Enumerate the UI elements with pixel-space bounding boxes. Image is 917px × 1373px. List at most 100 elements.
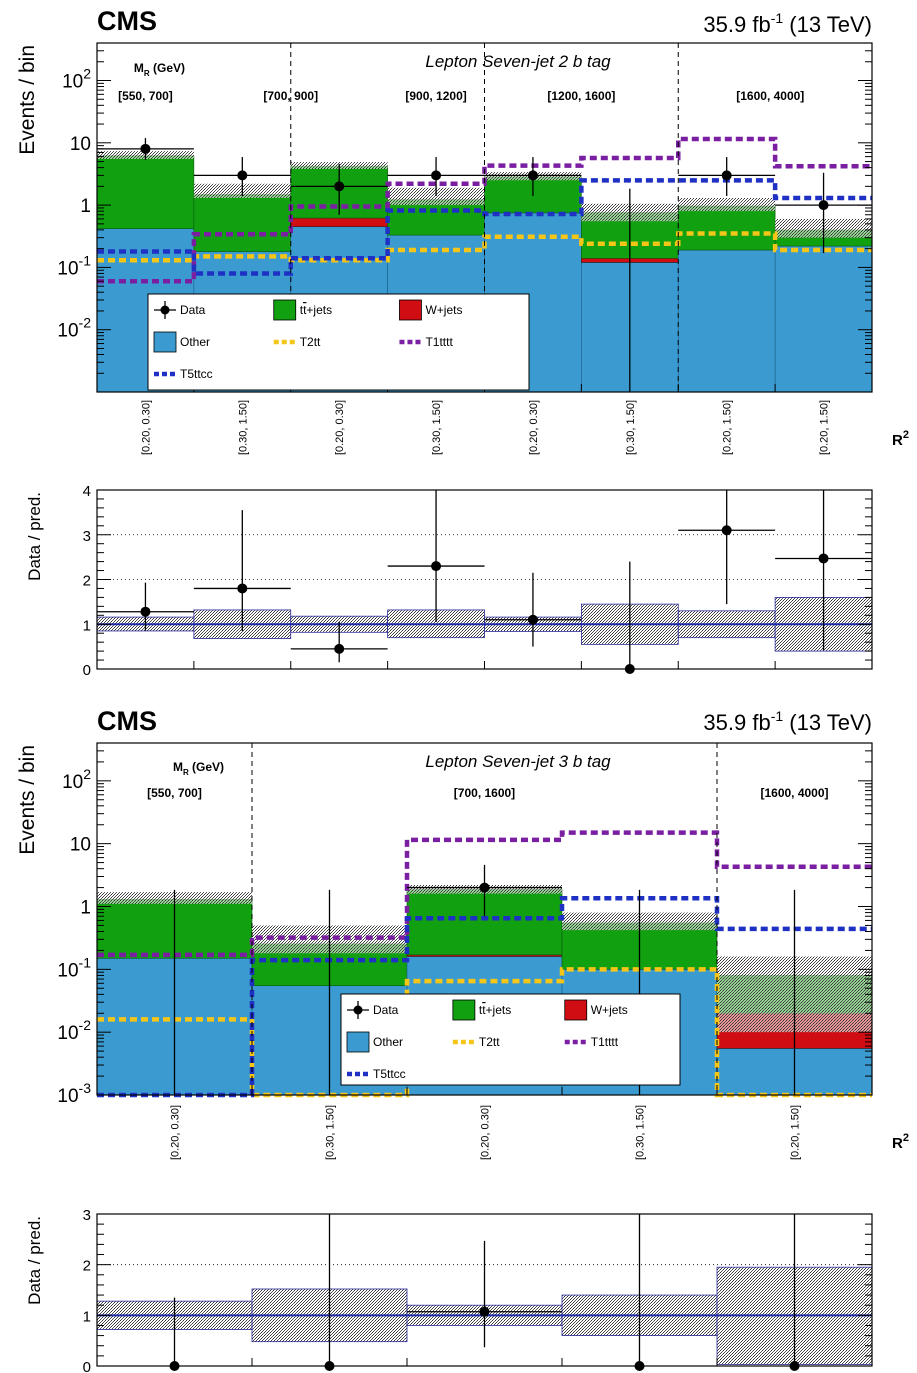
ratio-frame	[96, 489, 873, 670]
ratio-frame	[96, 1213, 873, 1367]
y-tick-label: 10-1	[57, 252, 91, 279]
x-category-label: [0.30, 1.50]	[325, 1105, 337, 1160]
legend-ttbar-swatch	[452, 999, 476, 1021]
bar-ttbar	[677, 205, 776, 251]
legend-label-wjets: W+jets	[425, 303, 462, 317]
plot-frame	[96, 42, 873, 393]
legend-other-swatch	[346, 1031, 370, 1053]
y-tick-label: 10-2	[57, 315, 91, 342]
uncertainty-band	[387, 187, 485, 206]
x-category-label: [0.30, 1.50]	[431, 400, 443, 455]
y-tick-label: 10	[70, 134, 91, 155]
legend-other-swatch	[153, 331, 177, 353]
y-tick-label: 10-3	[57, 1080, 91, 1107]
data-point	[479, 882, 490, 893]
legend-label-ttbar: tt+jets	[479, 1003, 511, 1017]
ratio-y-tick-label: 3	[83, 528, 91, 545]
uncertainty-band	[678, 198, 776, 212]
t1tttt-line	[97, 136, 872, 284]
chart-panel-2: CMS 35.9 fb-1 (13 TeV) 10-3 10-2 10-1 1 10 102 […	[16, 706, 909, 1373]
legend-label-other: Other	[180, 335, 210, 349]
x-category-label: [0.20, 1.50]	[722, 400, 734, 455]
legend-wjets-swatch	[564, 999, 588, 1021]
y-tick-label: 102	[62, 66, 91, 93]
data-point	[818, 200, 829, 211]
y-axis-label: Events / bin	[16, 745, 39, 855]
y-tick-label: 10-1	[57, 954, 91, 981]
y-tick-label: 1	[80, 897, 91, 918]
chart-panel-1: CMS 35.9 fb-1 (13 TeV)10-210-1110102[0.20…	[16, 6, 909, 679]
y-tick-label: 10	[70, 835, 91, 856]
mr-range-label: [550, 700]	[147, 786, 202, 800]
legend-label-t5ttcc: T5ttcc	[373, 1067, 406, 1081]
ratio-panel: 0 1 2 3 Data / pred.	[25, 1207, 873, 1373]
data-point	[140, 143, 151, 154]
x-category-label: [0.20, 1.50]	[819, 400, 831, 455]
legend-data-marker	[353, 1005, 363, 1015]
y-axis-label: Events / bin	[16, 45, 39, 155]
data-point	[334, 181, 345, 192]
legend-ttbar-swatch	[273, 299, 297, 321]
x-axis-label: R2	[892, 1132, 909, 1152]
t5ttcc-line	[97, 896, 872, 1098]
ratio-y-tick-label: 0	[83, 662, 91, 679]
bar-ttbar	[193, 194, 292, 252]
legend-label-t1tttt: T1tttt	[425, 335, 453, 349]
legend-data-marker	[160, 305, 170, 315]
y-tick-label: 1	[80, 196, 91, 217]
ratio-y-axis-label: Data / pred.	[25, 1216, 44, 1305]
y-tick-label: 102	[62, 766, 91, 793]
bar-other	[677, 249, 776, 393]
mr-range-label: [700, 1600]	[454, 786, 515, 800]
experiment-label: CMS	[97, 6, 157, 36]
t1tttt-line	[97, 830, 872, 958]
data-point	[721, 170, 732, 181]
luminosity-label: 35.9 fb-1 (13 TeV)	[703, 708, 872, 735]
x-category-label: [0.20, 0.30]	[528, 400, 540, 455]
x-category-label: [0.20, 0.30]	[170, 1105, 182, 1160]
legend-box	[340, 993, 681, 1086]
mr-axis-label: MR (GeV)	[173, 760, 224, 777]
chart-title: Lepton Seven-jet 2 b tag	[425, 52, 611, 71]
x-category-label: [0.30, 1.50]	[237, 400, 249, 455]
ratio-y-axis-label: Data / pred.	[25, 492, 44, 581]
x-category-label: [0.30, 1.50]	[635, 1105, 647, 1160]
legend-label-wjets: W+jets	[591, 1003, 628, 1017]
ratio-panel: 0 1 2 3 4 Data / pred.	[25, 483, 873, 679]
legend-label-t1tttt: T1tttt	[591, 1035, 619, 1049]
ratio-y-tick-label: 1	[83, 617, 91, 634]
data-point	[237, 170, 248, 181]
legend-wjets-swatch	[399, 299, 422, 321]
ratio-point	[334, 643, 345, 654]
bar-other	[774, 245, 873, 393]
legend-label-t5ttcc: T5ttcc	[180, 367, 213, 381]
experiment-label: CMS	[97, 706, 157, 736]
luminosity-label: 35.9 fb-1 (13 TeV)	[703, 10, 872, 37]
mr-range-label: [1600, 4000]	[736, 89, 804, 103]
mr-axis-label: MR (GeV)	[134, 61, 185, 78]
legend-label-t2tt: T2tt	[300, 335, 321, 349]
mr-range-label: [700, 900]	[263, 89, 318, 103]
y-tick-label: 10-2	[57, 1017, 91, 1044]
mr-range-label: [1200, 1600]	[547, 89, 615, 103]
mr-range-label: [900, 1200]	[405, 89, 466, 103]
ratio-point	[140, 606, 151, 617]
ratio-point	[479, 1306, 490, 1317]
legend-label-data: Data	[180, 303, 206, 317]
data-point	[431, 170, 442, 181]
mr-range-label: [550, 700]	[118, 89, 173, 103]
bar-wjets	[290, 217, 388, 228]
legend-label-ttbar: tt+jets	[300, 303, 332, 317]
chart-title: Lepton Seven-jet 3 b tag	[425, 752, 611, 771]
ratio-y-tick-label: 4	[83, 483, 91, 500]
ratio-point	[527, 614, 538, 625]
ratio-y-tick-label: 1	[83, 1308, 91, 1325]
legend: Data tt+jets W+jets Other T2tt T1tttt T5ttcc	[340, 993, 681, 1086]
ratio-y-tick-label: 3	[83, 1207, 91, 1224]
legend-label-data: Data	[373, 1003, 399, 1017]
ratio-point	[818, 553, 829, 564]
legend-label-other: Other	[373, 1035, 403, 1049]
ratio-point	[431, 561, 442, 572]
data-point	[527, 170, 538, 181]
